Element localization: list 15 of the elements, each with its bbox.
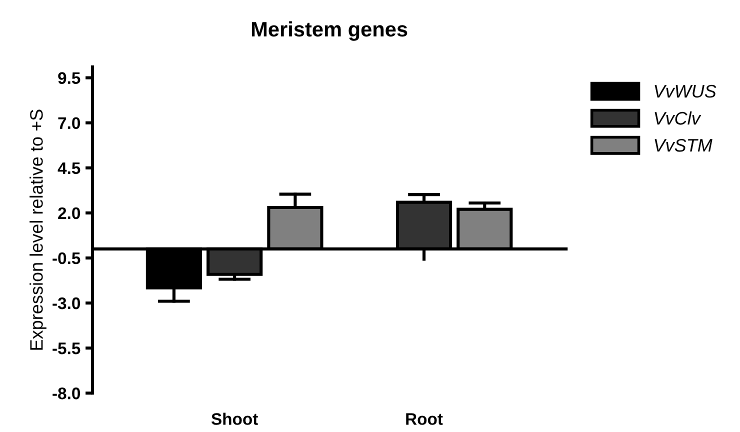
y-tick-label: 2.0 (58, 207, 80, 220)
legend-label: VvClv (654, 111, 702, 125)
x-tick-label: Shoot (211, 412, 258, 425)
y-tick-label: 7.0 (58, 117, 80, 130)
legend-label: VvSTM (654, 138, 712, 152)
y-tick-label: -3.0 (52, 297, 80, 310)
legend-label: VvWUS (654, 84, 716, 98)
y-tick-label: -8.0 (52, 388, 80, 400)
y-tick-label: -5.5 (52, 342, 80, 354)
y-tick-label: -0.5 (52, 252, 80, 264)
chart-title: Meristem genes (252, 21, 408, 41)
x-tick-label: Root (406, 413, 443, 425)
y-tick-label: 4.5 (58, 162, 80, 174)
y-axis-title: Expression level relative to +S (30, 110, 46, 350)
y-tick-label: 9.5 (58, 72, 80, 84)
